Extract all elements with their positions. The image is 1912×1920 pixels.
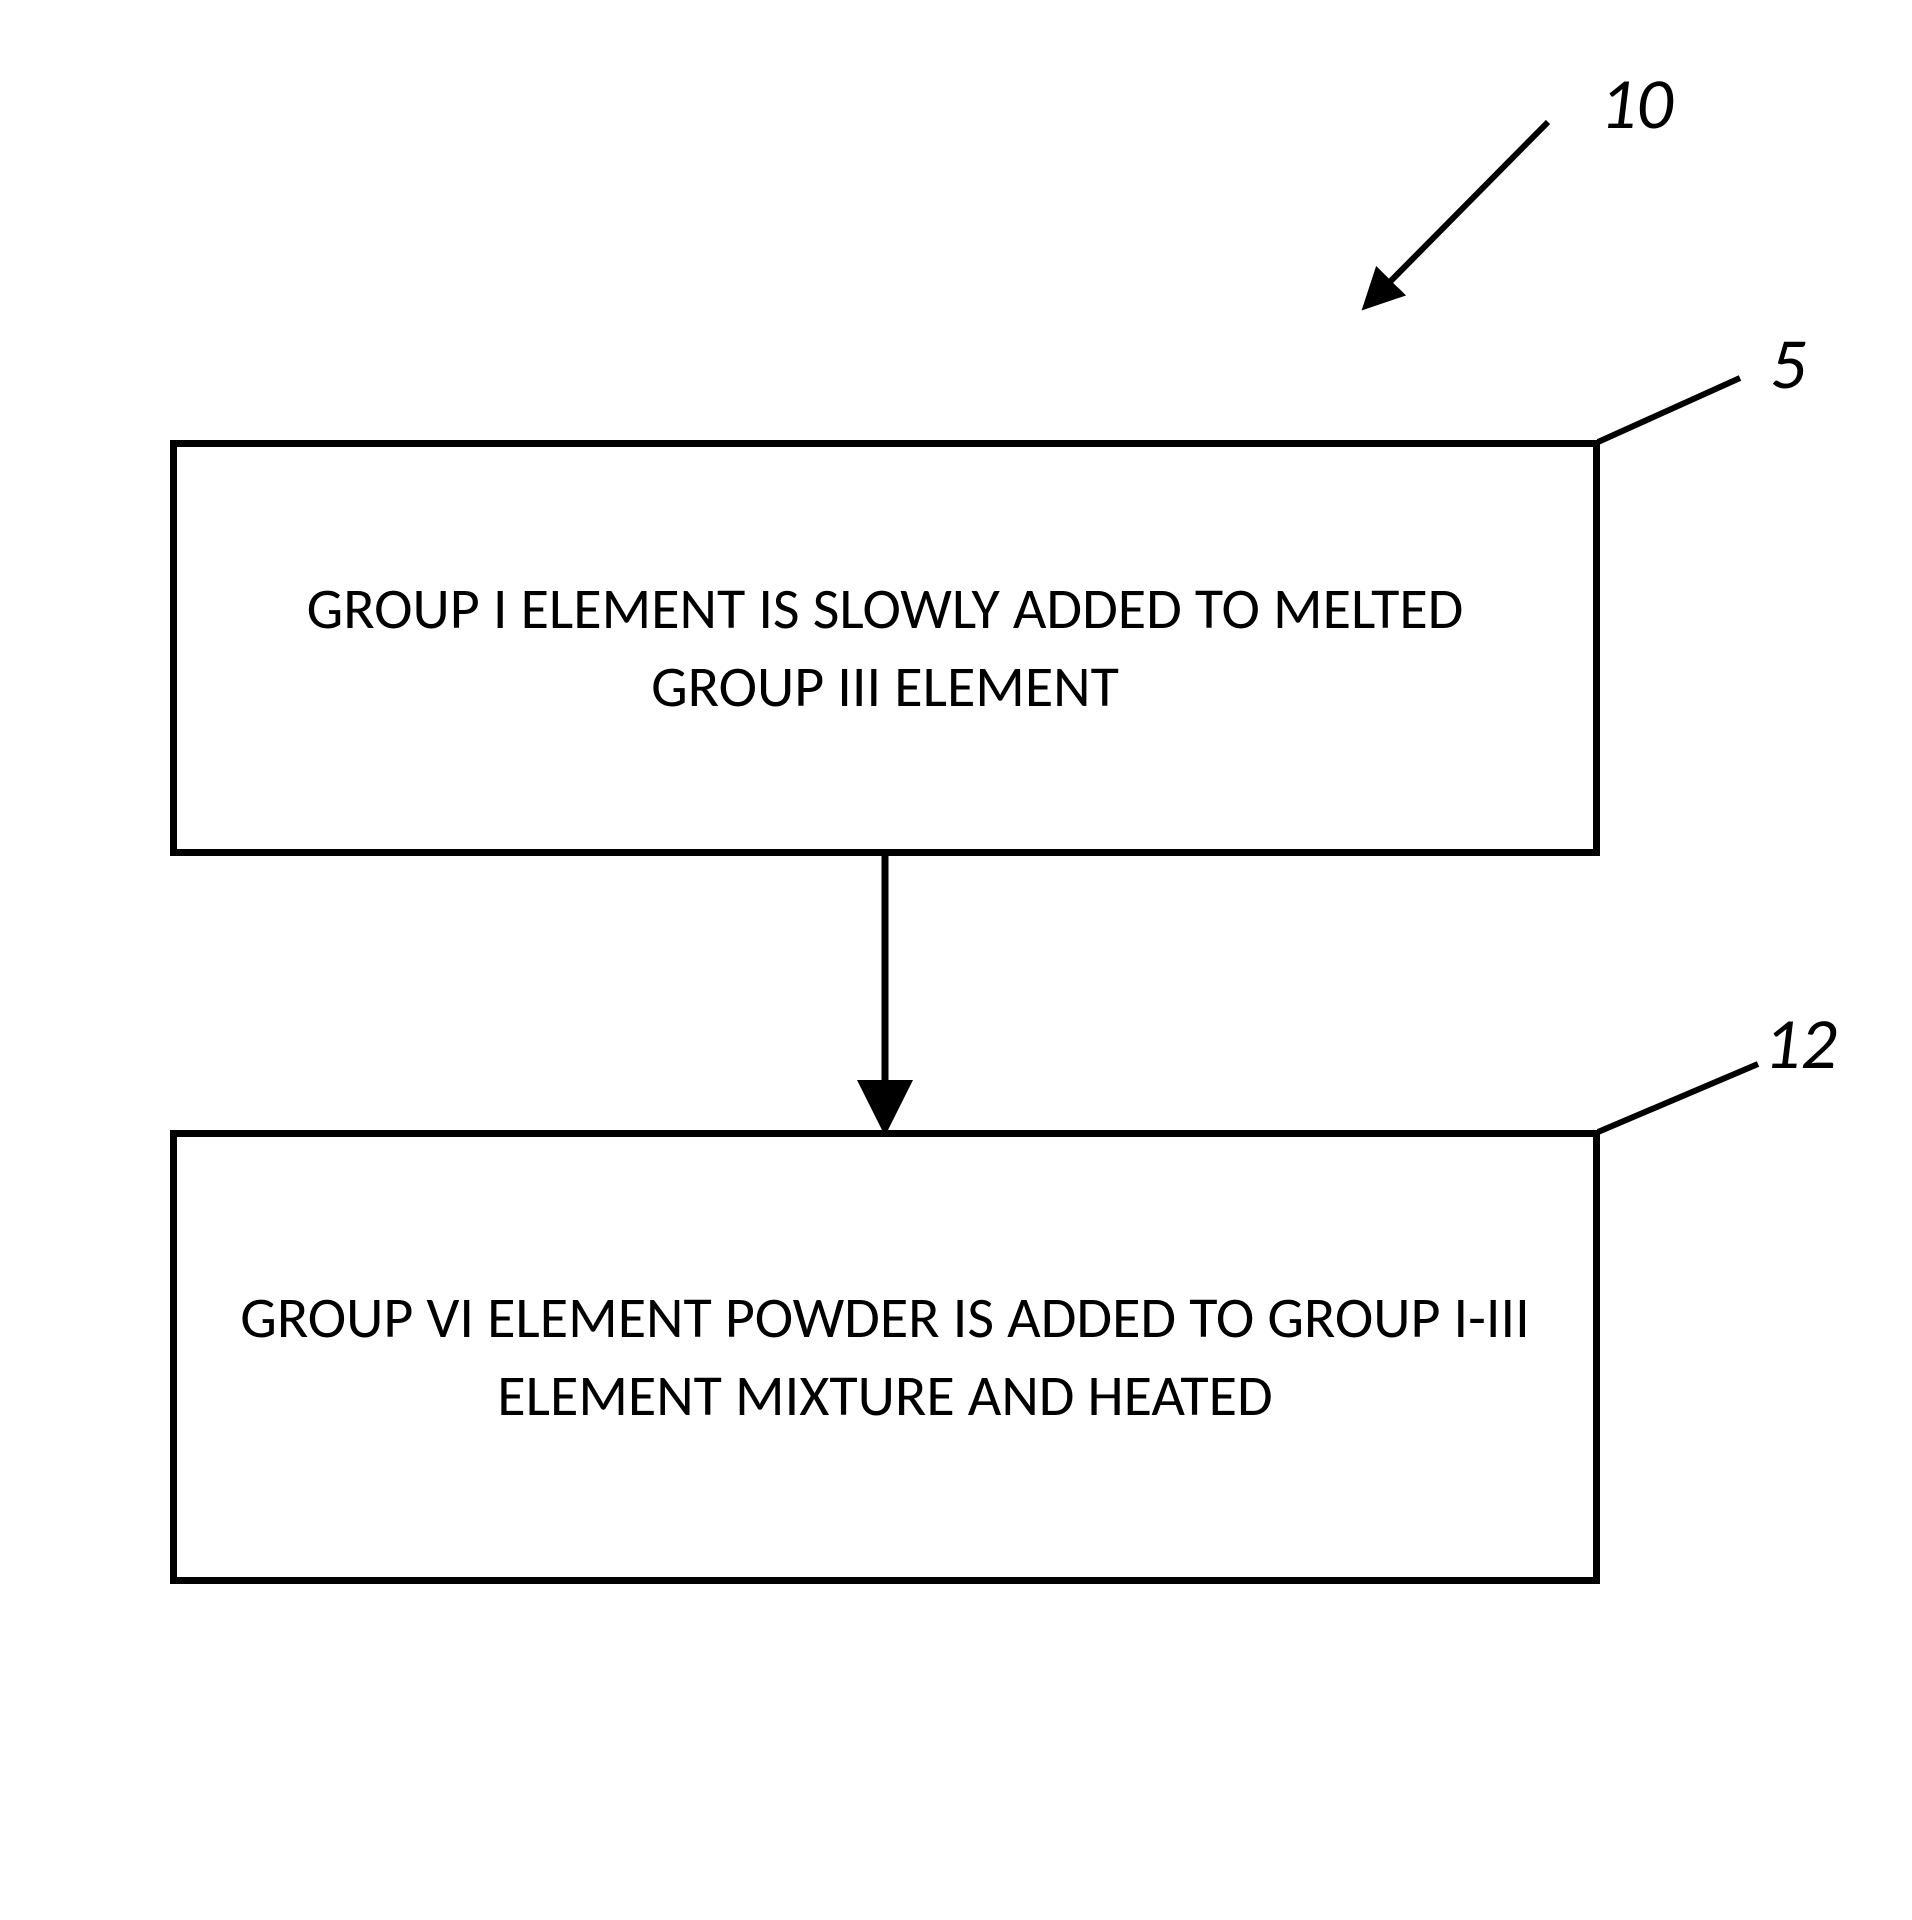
pointer-arrow-10 [1370, 122, 1548, 302]
arrow-layer [0, 0, 1912, 1920]
leader-line-5 [1598, 378, 1740, 442]
label-12: 12 [1764, 1000, 1837, 1088]
box-12-text: GROUP VI ELEMENT POWDER IS ADDED TO GROU… [177, 1259, 1593, 1456]
flow-box-5: GROUP I ELEMENT IS SLOWLY ADDED TO MELTE… [170, 440, 1600, 856]
box-5-text: GROUP I ELEMENT IS SLOWLY ADDED TO MELTE… [177, 550, 1593, 747]
leader-line-12 [1598, 1064, 1758, 1132]
diagram-canvas: GROUP I ELEMENT IS SLOWLY ADDED TO MELTE… [0, 0, 1912, 1920]
flow-box-12: GROUP VI ELEMENT POWDER IS ADDED TO GROU… [170, 1130, 1600, 1584]
label-5: 5 [1770, 320, 1807, 408]
label-10: 10 [1600, 60, 1673, 148]
